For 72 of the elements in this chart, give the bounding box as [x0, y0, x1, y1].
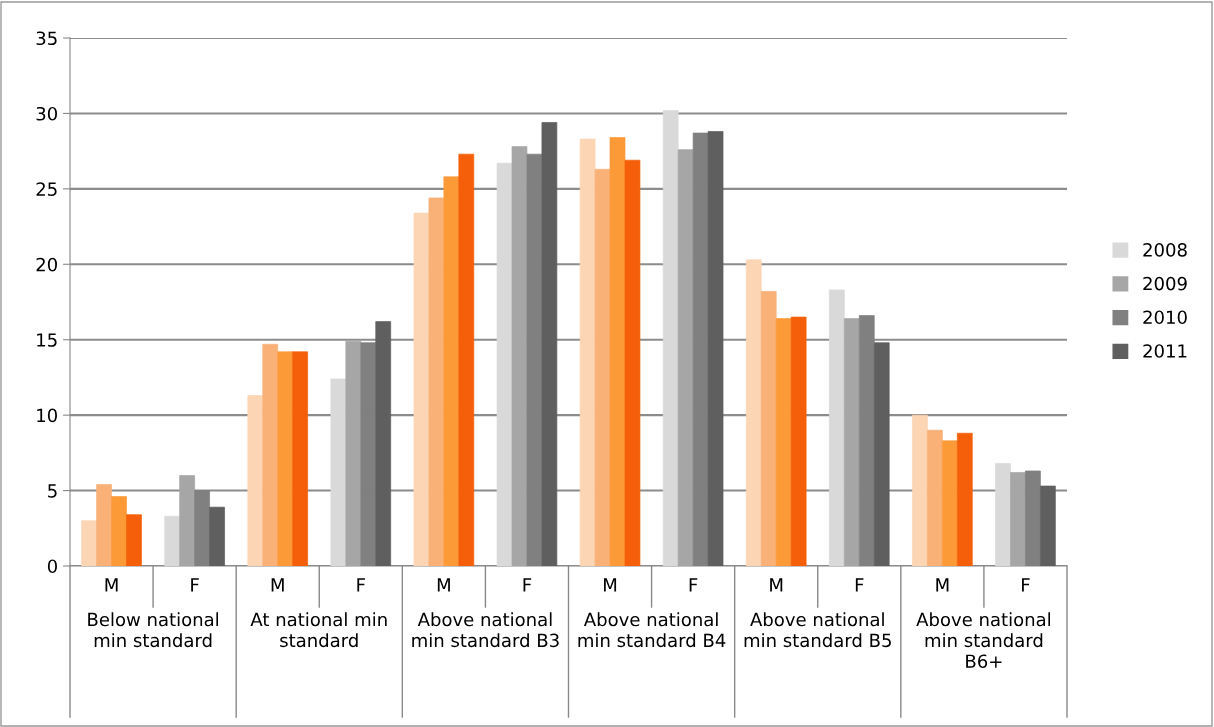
legend-label: 2008 — [1143, 243, 1187, 257]
bar — [775, 318, 792, 566]
y-tick-label: 15 — [37, 333, 57, 347]
x-tick-label: M — [437, 578, 450, 592]
y-tick-label: 10 — [37, 408, 57, 423]
bar — [995, 463, 1011, 566]
y-tick-label: 0 — [47, 559, 57, 574]
bar — [594, 168, 611, 566]
legend-label: 2009 — [1143, 276, 1187, 291]
y-tick-label: 25 — [36, 182, 57, 196]
x-tick-label: M — [936, 578, 949, 592]
bar — [330, 378, 347, 566]
bar — [262, 343, 279, 566]
x-tick-label: F — [689, 578, 698, 592]
x-tick-label: M — [770, 578, 783, 592]
bar — [126, 514, 142, 566]
bar — [927, 429, 943, 566]
bar — [1040, 485, 1056, 566]
text: Above national min standard B4 — [578, 612, 726, 648]
bar — [745, 259, 762, 566]
text: Above national min standard B6+ — [916, 612, 1051, 669]
bar — [843, 318, 860, 566]
y-tick-label: 20 — [36, 257, 57, 272]
bar — [209, 506, 225, 566]
bar — [873, 342, 890, 566]
bar — [179, 475, 195, 566]
bar — [375, 321, 392, 566]
x-tick-label: F — [357, 578, 365, 592]
bar — [609, 137, 626, 566]
bar — [292, 351, 308, 566]
bar — [496, 162, 513, 566]
bar — [96, 484, 112, 566]
y-tick-label: 35 — [36, 31, 57, 46]
text: Above national min standard B5 — [744, 612, 891, 648]
bar — [111, 496, 127, 566]
x-tick-label: F — [523, 578, 532, 592]
bar — [579, 138, 596, 566]
text: Above national min standard B3 — [412, 612, 559, 648]
bar — [247, 395, 264, 566]
legend-label: 2011 — [1143, 344, 1187, 358]
x-tick-label: M — [105, 578, 118, 592]
bar — [760, 291, 777, 566]
bar — [912, 414, 928, 566]
x-tick-label: F — [855, 578, 864, 592]
x-tick-label: F — [1022, 578, 1030, 592]
bar — [277, 351, 294, 566]
bar — [829, 289, 845, 566]
bar — [942, 440, 958, 566]
bar — [428, 197, 445, 566]
legend-label: 2010 — [1143, 310, 1187, 325]
bar — [345, 340, 362, 566]
x-tick-label: M — [604, 578, 617, 592]
bar — [511, 146, 528, 566]
text: Below national min standard — [88, 612, 219, 648]
text: At national min standard — [250, 612, 387, 648]
x-tick-label: F — [191, 578, 199, 592]
bar — [624, 159, 641, 566]
bar — [790, 316, 807, 566]
bar — [81, 520, 97, 566]
bar — [413, 212, 430, 566]
bar — [541, 122, 558, 566]
bar — [662, 110, 679, 566]
bar — [707, 131, 724, 566]
bar — [458, 153, 475, 566]
bar — [443, 176, 460, 566]
y-tick-label: 5 — [48, 484, 57, 498]
bar — [677, 149, 694, 566]
bar — [1010, 472, 1026, 566]
bar — [956, 432, 973, 566]
y-tick-label: 30 — [36, 106, 57, 121]
bar — [164, 515, 181, 566]
x-tick-label: M — [271, 578, 284, 592]
